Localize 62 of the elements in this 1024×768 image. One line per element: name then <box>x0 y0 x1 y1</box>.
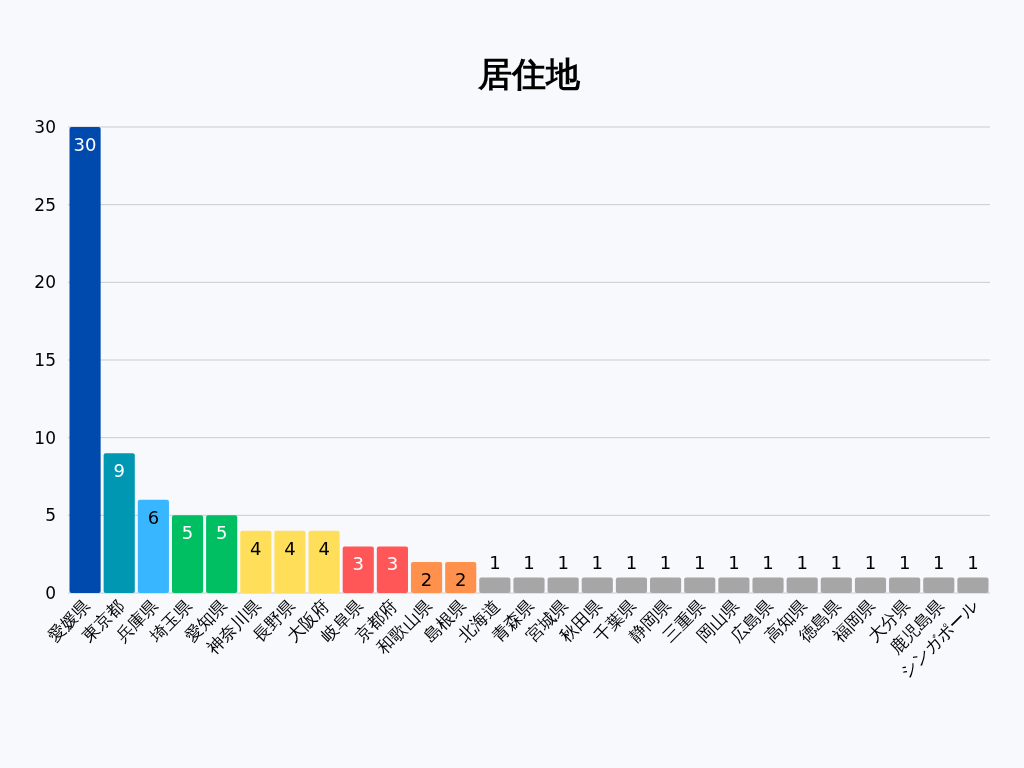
bar <box>923 577 955 593</box>
data-label: 1 <box>557 552 569 574</box>
bar <box>650 577 682 593</box>
data-label: 2 <box>454 568 467 590</box>
y-tick-label: 30 <box>34 117 56 137</box>
data-label: 9 <box>113 460 125 482</box>
data-label: 2 <box>420 568 433 590</box>
bar <box>410 561 443 593</box>
data-label: 4 <box>318 537 330 559</box>
bar <box>479 577 511 593</box>
bar <box>684 577 716 593</box>
data-label: 1 <box>591 552 604 574</box>
data-label: 1 <box>898 552 911 574</box>
data-label: 1 <box>796 552 808 574</box>
data-label: 1 <box>523 552 535 574</box>
data-label: 1 <box>659 552 672 574</box>
bar <box>137 499 169 593</box>
bar <box>308 530 340 593</box>
bar <box>376 546 408 593</box>
bar <box>103 453 135 593</box>
data-label: 1 <box>625 552 638 574</box>
bar <box>274 530 306 593</box>
y-tick-label: 15 <box>34 350 56 370</box>
y-tick-label: 10 <box>34 427 56 448</box>
bar <box>889 577 921 593</box>
bar <box>854 577 887 593</box>
bar <box>820 577 852 593</box>
bar <box>513 577 545 593</box>
data-label: 1 <box>694 552 706 574</box>
bar <box>240 530 272 593</box>
data-label: 1 <box>967 552 979 574</box>
data-label: 4 <box>250 537 262 559</box>
bar <box>171 515 204 593</box>
data-label: 5 <box>181 522 194 544</box>
bar <box>69 127 101 593</box>
y-tick-label: 25 <box>34 194 56 215</box>
bar <box>615 577 648 593</box>
data-label: 1 <box>864 552 877 574</box>
y-tick-label: 20 <box>34 272 56 293</box>
data-label: 30 <box>73 134 97 155</box>
data-label: 6 <box>147 506 160 528</box>
chart-title: 居住地 <box>477 54 581 94</box>
data-label: 3 <box>352 553 364 575</box>
bar <box>752 577 784 593</box>
data-label: 5 <box>215 522 228 544</box>
bar <box>957 577 989 593</box>
data-label: 1 <box>830 552 843 574</box>
bar <box>786 577 818 593</box>
data-label: 1 <box>728 552 740 574</box>
bar <box>206 515 238 593</box>
bar <box>342 546 374 593</box>
bar <box>445 561 477 593</box>
bar <box>581 577 613 593</box>
data-label: 1 <box>762 552 774 574</box>
data-label: 4 <box>284 537 296 559</box>
data-label: 1 <box>489 552 501 574</box>
y-tick-label: 5 <box>45 505 56 526</box>
y-tick-label: 0 <box>45 583 56 603</box>
data-label: 3 <box>386 553 399 575</box>
bar <box>547 577 579 593</box>
data-label: 1 <box>933 552 945 574</box>
bar <box>718 577 750 593</box>
